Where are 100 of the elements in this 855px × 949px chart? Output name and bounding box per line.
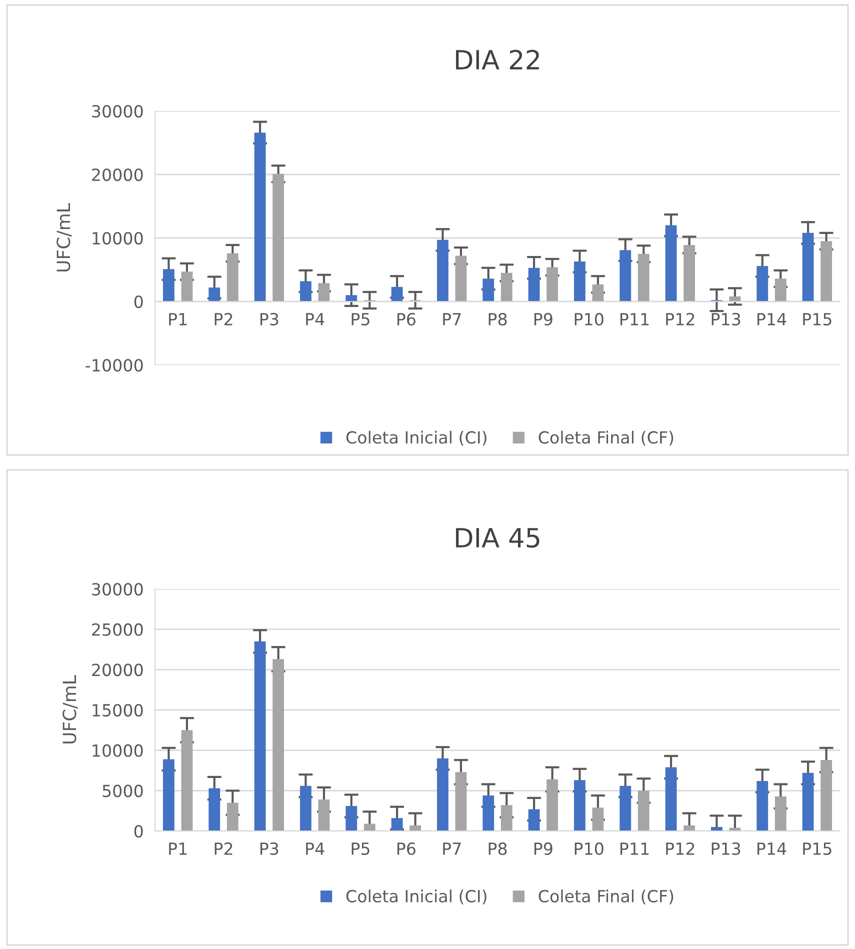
bar — [756, 780, 768, 831]
bar — [391, 818, 403, 831]
legend-label: Coleta Inicial (CI) — [346, 430, 486, 446]
bar — [528, 809, 540, 831]
bar — [574, 261, 586, 302]
legend-label: Coleta Inicial (CI) — [346, 890, 486, 904]
y-tick-label: 25000 — [92, 623, 143, 636]
bar — [574, 780, 586, 831]
bar — [820, 241, 832, 302]
bar — [226, 253, 238, 302]
bar — [318, 283, 330, 302]
x-tick-label: P11 — [620, 313, 649, 326]
x-tick-label: P13 — [712, 312, 740, 326]
bar — [364, 824, 376, 831]
bar — [546, 267, 558, 302]
x-tick-label: P8 — [488, 312, 507, 326]
x-tick-label: P2 — [214, 842, 232, 855]
x-tick-label: P13 — [712, 842, 740, 856]
x-tick-label: P14 — [758, 842, 786, 855]
bar — [254, 132, 266, 302]
bar — [820, 760, 832, 831]
y-axis-title: UFC/mL — [56, 203, 72, 272]
legend-label: Coleta Final (CF) — [538, 890, 674, 904]
x-tick-label: P6 — [397, 842, 416, 856]
x-tick-label: P12 — [666, 842, 694, 855]
chart-title: DIA 22 — [456, 50, 539, 70]
x-tick-label: P6 — [397, 312, 416, 326]
bar — [500, 272, 512, 302]
bar — [300, 786, 312, 831]
y-tick-label: 10000 — [92, 744, 143, 757]
bar — [620, 786, 632, 831]
bar — [774, 796, 786, 831]
bar — [592, 284, 604, 302]
bar — [774, 278, 786, 302]
x-tick-label: P5 — [352, 313, 370, 326]
bar — [346, 806, 358, 831]
chart-title: DIA 45 — [456, 528, 540, 548]
x-tick-label: P2 — [214, 312, 232, 326]
x-tick-label: P12 — [666, 312, 694, 326]
bar — [455, 256, 467, 302]
y-tick-label: 30000 — [92, 582, 143, 596]
bar — [391, 286, 403, 302]
bar — [318, 800, 330, 831]
y-tick-label: 0 — [134, 824, 143, 838]
y-tick-label: 30000 — [92, 104, 143, 118]
bar — [802, 232, 814, 302]
bar — [436, 240, 448, 302]
y-tick-label: 15000 — [92, 704, 143, 717]
x-tick-label: P15 — [803, 313, 832, 326]
x-tick-label: P15 — [803, 842, 832, 856]
bar — [482, 796, 494, 831]
x-tick-label: P10 — [574, 842, 604, 856]
y-axis-title: UFC/mL — [62, 675, 78, 744]
bar — [436, 758, 448, 831]
bar — [638, 790, 650, 831]
bar — [226, 802, 238, 831]
x-tick-label: P5 — [352, 842, 370, 856]
bar — [162, 759, 174, 831]
y-tick-label: -10000 — [86, 358, 143, 372]
x-tick-label: P1 — [169, 313, 187, 326]
x-tick-label: P10 — [574, 312, 604, 326]
bar — [638, 254, 650, 302]
x-tick-label: P7 — [443, 313, 461, 326]
y-tick-label: 20000 — [92, 664, 143, 676]
x-tick-label: P1 — [169, 842, 187, 855]
y-tick-label: 10000 — [92, 232, 143, 245]
x-tick-label: P9 — [534, 312, 552, 326]
y-tick-label: 0 — [134, 295, 143, 308]
x-tick-label: P14 — [758, 313, 786, 326]
bar — [455, 772, 467, 831]
bar — [181, 272, 193, 302]
bar — [756, 266, 768, 302]
bar — [208, 288, 220, 302]
x-tick-label: P3 — [260, 312, 278, 326]
bar — [346, 295, 358, 302]
bar — [181, 730, 193, 831]
bar — [665, 767, 677, 831]
y-tick-label: 20000 — [92, 168, 143, 182]
x-tick-label: P9 — [534, 842, 552, 856]
legend-label: Coleta Final (CF) — [538, 430, 674, 446]
bar — [254, 641, 266, 831]
y-tick-label: 5000 — [102, 784, 143, 798]
bar — [546, 779, 558, 831]
bar — [272, 174, 284, 302]
x-tick-label: P4 — [306, 313, 324, 326]
bar — [592, 808, 604, 831]
x-tick-label: P11 — [620, 842, 649, 855]
x-tick-label: P8 — [488, 842, 507, 856]
bar — [272, 659, 284, 831]
bar — [162, 269, 174, 302]
bar — [500, 805, 512, 831]
x-tick-label: P3 — [260, 842, 278, 856]
bar — [208, 788, 220, 831]
bar — [300, 281, 312, 302]
bar — [665, 225, 677, 302]
bar — [620, 250, 632, 302]
bar — [482, 278, 494, 302]
bar — [802, 772, 814, 831]
x-tick-label: P7 — [443, 842, 461, 855]
bar — [684, 244, 696, 302]
